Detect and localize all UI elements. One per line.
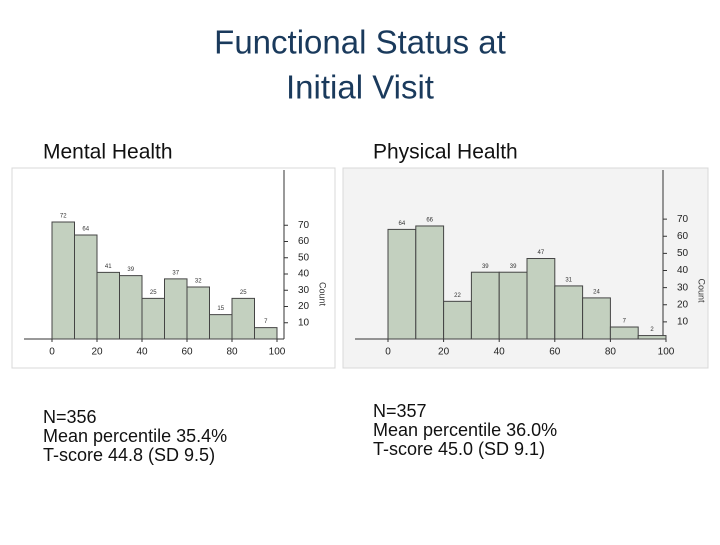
data-label: 7 [264, 319, 268, 325]
data-label: 64 [82, 227, 89, 233]
data-label: 31 [565, 277, 572, 283]
y-tick-label: 10 [298, 317, 310, 328]
bar [609, 326, 639, 340]
bar [231, 297, 255, 340]
note: T-score 44.8 (SD 9.5) [43, 445, 215, 465]
bar [186, 286, 210, 340]
x-tick-label: 100 [269, 347, 286, 358]
bar [141, 297, 165, 340]
y-axis-label: Count [697, 278, 707, 303]
bar [443, 300, 472, 340]
bar [74, 234, 98, 340]
y-tick-label: 60 [677, 231, 689, 242]
data-label: 22 [454, 293, 461, 299]
y-axis-label: Count [318, 282, 328, 307]
data-label: 39 [510, 264, 517, 270]
data-label: 39 [127, 267, 134, 273]
panel-heading: Physical Health [373, 141, 518, 164]
data-label: 32 [195, 279, 202, 285]
bar [526, 258, 556, 340]
data-label: 15 [217, 306, 224, 312]
data-label: 66 [426, 218, 433, 224]
y-tick-label: 60 [298, 236, 310, 247]
x-tick-label: 20 [438, 347, 450, 358]
y-tick-label: 30 [677, 282, 689, 293]
data-label: 24 [593, 289, 600, 295]
bar [387, 228, 417, 340]
data-label: 47 [538, 250, 545, 256]
x-tick-label: 40 [494, 347, 506, 358]
x-tick-label: 0 [49, 347, 55, 358]
bar [119, 275, 143, 340]
y-tick-label: 70 [298, 220, 310, 231]
bar [96, 271, 120, 340]
bar [209, 314, 233, 340]
bar [582, 297, 611, 340]
note: Mean percentile 36.0% [373, 420, 557, 440]
y-tick-label: 70 [677, 214, 689, 225]
bar [254, 327, 278, 340]
data-label: 64 [399, 221, 406, 227]
y-tick-label: 50 [677, 248, 689, 259]
data-label: 37 [172, 270, 179, 276]
slide-title: Functional Status at [214, 24, 506, 61]
bar [498, 271, 528, 340]
slide-title: Initial Visit [286, 69, 434, 106]
bar [637, 335, 667, 340]
y-tick-label: 50 [298, 252, 310, 263]
note: Mean percentile 35.4% [43, 426, 227, 446]
y-tick-label: 40 [298, 269, 310, 280]
x-tick-label: 60 [181, 347, 193, 358]
x-tick-label: 100 [658, 347, 675, 358]
data-label: 7 [623, 319, 627, 325]
y-tick-label: 30 [298, 285, 310, 296]
bar [470, 271, 500, 340]
data-label: 41 [105, 264, 112, 270]
y-tick-label: 40 [677, 265, 689, 276]
bar [51, 221, 75, 340]
y-tick-label: 20 [677, 299, 689, 310]
note: N=357 [373, 401, 427, 421]
x-tick-label: 80 [605, 347, 617, 358]
note: T-score 45.0 (SD 9.1) [373, 439, 545, 459]
panel-heading: Mental Health [43, 141, 173, 164]
x-tick-label: 0 [385, 347, 391, 358]
data-label: 72 [60, 214, 67, 220]
bar [164, 278, 188, 340]
data-label: 25 [150, 290, 157, 296]
x-tick-label: 40 [136, 347, 148, 358]
data-label: 39 [482, 264, 489, 270]
note: N=356 [43, 407, 97, 427]
x-tick-label: 20 [91, 347, 103, 358]
x-tick-label: 80 [226, 347, 238, 358]
x-tick-label: 60 [549, 347, 561, 358]
bar [415, 225, 445, 340]
bar [554, 285, 584, 340]
data-label: 2 [650, 327, 654, 333]
y-tick-label: 20 [298, 301, 310, 312]
y-tick-label: 10 [677, 317, 689, 328]
data-label: 25 [240, 290, 247, 296]
